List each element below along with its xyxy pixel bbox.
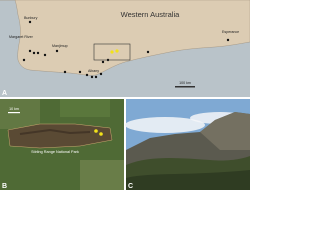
highlight-marker — [99, 132, 103, 136]
panel-label: A — [2, 90, 7, 97]
place-label: Albany — [88, 69, 99, 73]
scale-bar — [8, 112, 20, 114]
panel-label: B — [2, 183, 7, 190]
scale-label: 100 km — [179, 81, 191, 85]
place-label: Bunbury — [24, 16, 38, 20]
highlight-marker — [110, 50, 114, 54]
panel-c: C — [125, 99, 250, 190]
highlight-marker — [115, 49, 119, 53]
inset-box — [93, 43, 131, 61]
panel-label: C — [128, 183, 133, 190]
place-label: Esperance — [222, 30, 239, 34]
place-label: Manjimup — [52, 44, 68, 48]
figure: Western Australia Bunbury Margaret River… — [0, 0, 250, 190]
land — [0, 0, 250, 76]
scale-bar — [175, 86, 195, 88]
park-area — [7, 123, 113, 149]
highlight-marker — [94, 129, 98, 133]
panel-a: Western Australia Bunbury Margaret River… — [0, 0, 250, 97]
panel-b: Stirling Range National Park 10 km B — [0, 99, 124, 190]
scale-label: 10 km — [9, 107, 19, 111]
place-label: Margaret River — [9, 35, 34, 39]
map-title: Western Australia — [121, 10, 180, 19]
park-label: Stirling Range National Park — [31, 150, 79, 154]
